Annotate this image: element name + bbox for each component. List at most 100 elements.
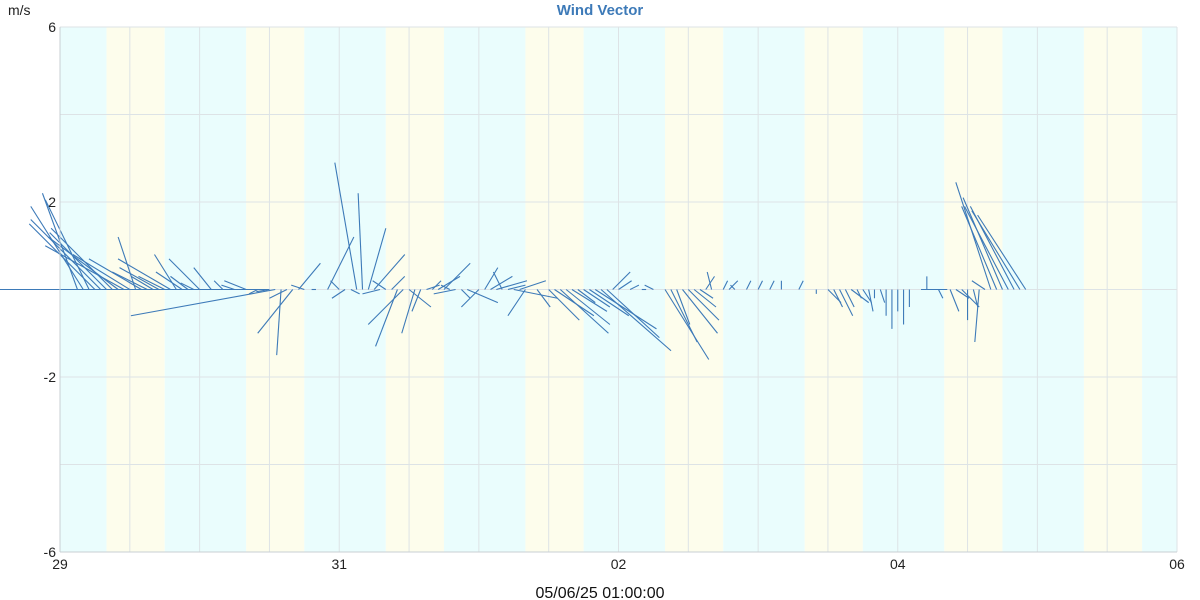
wind-vector [437, 275, 461, 290]
wind-vector [961, 289, 980, 308]
wind-vector [426, 284, 440, 291]
wind-vector [276, 289, 282, 356]
wind-vector [676, 289, 691, 325]
wind-vector [30, 206, 84, 290]
wind-vector [577, 289, 596, 304]
wind-vector [745, 280, 752, 290]
wind-vector [730, 284, 736, 290]
wind-vector [548, 289, 580, 321]
wind-vector [28, 223, 96, 290]
x-tick-label: 04 [890, 556, 906, 572]
wind-vector [644, 284, 654, 290]
wind-vector [961, 206, 998, 290]
wind-vector [833, 289, 843, 308]
wind-vector [49, 232, 107, 290]
wind-vector [467, 288, 499, 304]
wind-vector [971, 280, 986, 290]
wind-vector [670, 289, 698, 343]
wind-vector [618, 280, 632, 290]
wind-vectors [0, 162, 1027, 360]
x-tick-label: 31 [331, 556, 347, 572]
wind-vector [972, 289, 979, 308]
wind-vector [962, 197, 1003, 290]
wind-vector [507, 289, 526, 317]
wind-vector [513, 288, 558, 299]
wind-vector [798, 280, 804, 290]
wind-vector [30, 219, 102, 290]
wind-vector [117, 236, 137, 290]
wind-vector [977, 214, 1027, 290]
wind-vector [193, 267, 212, 290]
x-tick-label: 02 [611, 556, 627, 572]
wind-vector [367, 228, 387, 290]
wind-vector [331, 289, 346, 299]
wind-vector [699, 289, 714, 299]
wind-vector [589, 289, 630, 317]
wind-vector [839, 289, 854, 316]
wind-vector [949, 289, 960, 312]
wind-vector [507, 284, 526, 291]
y-tick-label: -2 [44, 369, 57, 385]
wind-vector [168, 258, 201, 290]
wind-vector [411, 289, 422, 312]
wind-vector [687, 289, 720, 321]
wind-vector [180, 282, 195, 290]
wind-vector [971, 210, 1021, 290]
wind-vector [50, 227, 113, 290]
wind-vector [213, 280, 224, 290]
chart-title: Wind Vector [557, 2, 644, 19]
wind-vector [362, 288, 381, 295]
wind-vector [431, 280, 442, 290]
wind-vector [357, 193, 364, 290]
wind-vector [492, 271, 503, 290]
wind-vector [629, 284, 640, 290]
wind-vector [44, 245, 125, 290]
wind-vector [130, 288, 276, 317]
wind-vector [248, 289, 259, 295]
wind-vector [367, 289, 404, 325]
y-tick-label: 2 [48, 194, 56, 210]
y-tick-label: 6 [48, 19, 56, 35]
wind-vector [291, 284, 305, 291]
wind-vector [955, 289, 970, 299]
wind-vector [408, 289, 432, 308]
wind-vector [350, 289, 360, 295]
wind-vector [868, 289, 874, 312]
wind-vector [612, 271, 631, 290]
wind-vector [138, 275, 165, 290]
wind-vector [257, 289, 294, 334]
wind-vector [722, 280, 729, 290]
wind-vector [440, 284, 451, 290]
wind-vector [571, 289, 608, 312]
wind-vector [130, 275, 154, 290]
wind-vector [433, 288, 456, 295]
wind-vector [519, 280, 547, 291]
wind-vector [693, 289, 717, 308]
wind-vector [224, 280, 247, 291]
wind-vector [461, 289, 471, 299]
wind-vector [565, 289, 611, 325]
wind-vector [769, 280, 775, 290]
wind-vector [372, 280, 387, 290]
wind-vector [879, 289, 886, 303]
timestamp-label: 05/06/25 01:00:00 [535, 585, 664, 600]
wind-vector [974, 289, 980, 343]
wind-vector [269, 289, 288, 299]
wind-vector [559, 289, 609, 334]
wind-vector [964, 206, 1009, 290]
wind-vector [606, 289, 660, 339]
wind-vector [664, 289, 710, 360]
wind-vector [443, 262, 471, 290]
wind-vector [844, 289, 855, 308]
wind-vector [221, 284, 235, 291]
x-tick-label: 06 [1169, 556, 1185, 572]
wind-vector [460, 289, 480, 308]
wind-vector [155, 271, 183, 290]
y-tick-label: -6 [44, 544, 57, 560]
wind-vector [298, 262, 321, 290]
wind-vector [862, 289, 873, 303]
wind-vector [594, 289, 657, 330]
wind-vector [256, 288, 270, 293]
wind-vector [937, 289, 944, 299]
wind-vector [757, 280, 763, 290]
